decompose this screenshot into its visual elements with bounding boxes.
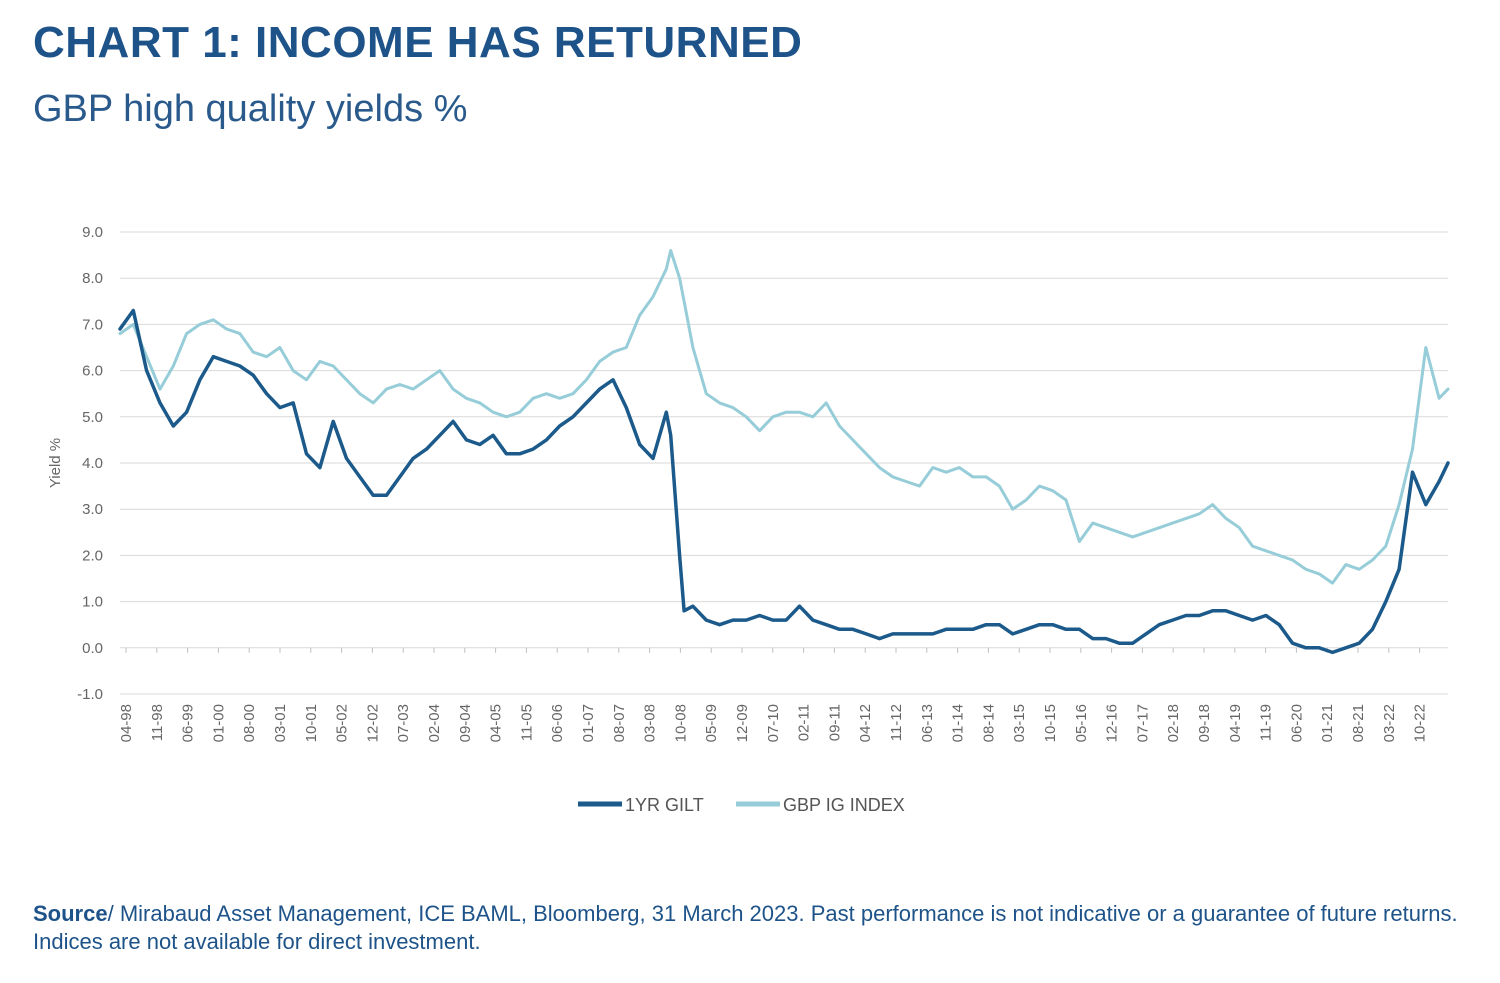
legend-label-ig-index: GBP IG INDEX [783,795,905,815]
x-tick-label: 03-08 [642,704,659,742]
x-tick-label: 08-21 [1350,704,1367,742]
legend: 1YR GILT GBP IG INDEX [578,795,905,815]
x-tick-label: 06-99 [180,704,197,742]
x-tick-label: 09-18 [1196,704,1213,742]
x-tick-label: 08-14 [980,704,997,742]
x-tick-label: 07-10 [765,704,782,742]
chart-subtitle: GBP high quality yields % [33,88,468,130]
x-tick-label: 03-15 [1011,704,1028,742]
y-axis-ticks: -1.0 0.0 1.0 2.0 3.0 4.0 5.0 6.0 7.0 8.0 9.0 [77,224,103,703]
x-tick-label: 05-16 [1073,704,1090,742]
source-note: Source/ Mirabaud Asset Management, ICE B… [33,900,1478,956]
x-tick-label: 03-22 [1381,704,1398,742]
x-tick-label: 11-98 [149,704,166,741]
y-tick-label: -1.0 [77,686,103,703]
x-tick-label: 09-11 [826,704,843,741]
source-text: / Mirabaud Asset Management, ICE BAML, B… [33,901,1458,954]
y-tick-label: 2.0 [82,547,103,564]
x-tick-label: 01-21 [1319,704,1336,742]
x-tick-label: 12-09 [734,704,751,742]
source-label: Source [33,901,108,926]
y-tick-label: 5.0 [82,409,103,426]
x-tick-label: 01-07 [580,704,597,742]
x-tick-label: 10-22 [1412,704,1429,742]
x-tick-label: 10-15 [1042,704,1059,742]
x-tick-label: 08-07 [611,704,628,742]
x-tick-label: 10-01 [303,704,320,742]
y-tick-label: 4.0 [82,455,103,472]
series-lines [118,249,1450,655]
y-tick-label: 7.0 [82,316,103,333]
y-tick-label: 9.0 [82,224,103,241]
x-tick-label: 07-17 [1134,704,1151,742]
x-tick-label: 09-04 [457,704,474,742]
y-tick-label: 6.0 [82,363,103,380]
x-tick-label: 11-19 [1258,704,1275,741]
x-axis-ticks: 04-98 11-98 06-99 01-00 08-00 03-01 10-01 05-02… [118,647,1429,742]
x-tick-label: 03-01 [272,704,289,742]
chart-title: CHART 1: INCOME HAS RETURNED [33,18,803,67]
x-tick-label: 04-19 [1227,704,1244,742]
x-tick-label: 02-11 [796,704,813,741]
x-tick-label: 12-16 [1104,704,1121,742]
x-tick-label: 02-04 [426,704,443,742]
x-tick-label: 04-12 [857,704,874,742]
x-tick-label: 02-18 [1165,704,1182,742]
y-tick-label: 1.0 [82,594,103,611]
y-tick-label: 3.0 [82,501,103,518]
x-tick-label: 06-06 [549,704,566,742]
x-tick-label: 05-09 [703,704,720,742]
x-tick-label: 01-00 [210,704,227,742]
x-tick-label: 10-08 [672,704,689,742]
x-tick-label: 05-02 [334,704,351,742]
x-tick-label: 04-05 [488,704,505,742]
y-tick-label: 8.0 [82,270,103,287]
x-tick-label: 01-14 [950,704,967,742]
y-tick-label: 0.0 [82,640,103,657]
legend-label-gilt: 1YR GILT [625,795,704,815]
x-tick-label: 08-00 [241,704,258,742]
x-tick-label: 06-13 [919,704,936,742]
x-tick-label: 04-98 [118,704,135,742]
x-tick-label: 12-02 [364,704,381,742]
y-axis-label: Yield % [47,438,64,488]
gridlines [120,231,1448,695]
x-tick-label: 06-20 [1288,704,1305,742]
x-tick-label: 07-03 [395,704,412,742]
x-tick-label: 11-05 [518,704,535,741]
x-tick-label: 11-12 [888,704,905,741]
